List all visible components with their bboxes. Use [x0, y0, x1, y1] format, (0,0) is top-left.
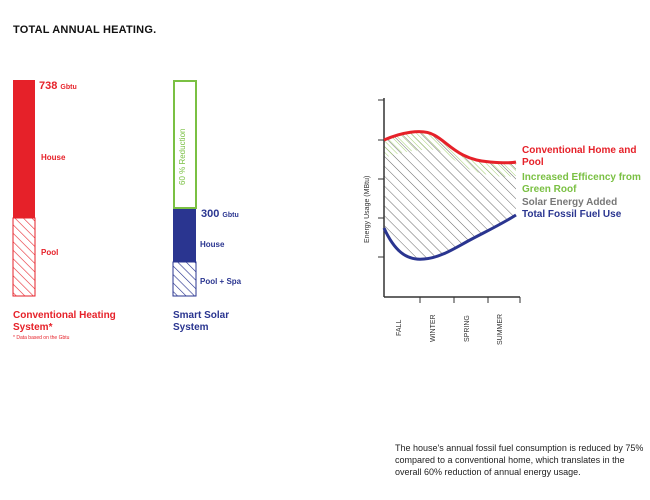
solar-system-name: Smart Solar System	[173, 310, 230, 333]
chart-legend: Conventional Home and Pool Increased Eff…	[522, 145, 647, 221]
solar-house-segment	[173, 209, 196, 262]
green-roof-area	[384, 131, 516, 177]
conv-total-label: 738 Gbtu	[39, 80, 77, 92]
conv-pool-segment	[12, 217, 36, 297]
page-title: TOTAL ANNUAL HEATING.	[13, 24, 157, 36]
solar-total-label: 300 Gbtu	[201, 208, 239, 220]
conv-footnote: * Data based on the Gbtu	[13, 335, 70, 341]
solar-bar	[172, 80, 197, 297]
x-tick-label: SUMMER	[497, 313, 504, 345]
y-axis-label: Energy Usage (MBtu)	[364, 175, 371, 243]
conv-house-segment	[13, 80, 35, 218]
legend-item: Solar Energy Added	[522, 197, 618, 208]
solar-reduction-label: 60 % Reduction	[178, 128, 187, 185]
conv-pool-label: Pool	[41, 248, 59, 257]
conventional-home-line	[383, 130, 517, 165]
x-tick-label: FALL	[396, 319, 403, 336]
solar-pool-segment	[172, 261, 197, 297]
conv-system-name: Conventional Heating System*	[13, 310, 116, 333]
solar-pool-label: Pool + Spa	[200, 277, 242, 286]
x-tick-label: WINTER	[430, 314, 437, 342]
solar-house-label: House	[200, 240, 225, 249]
x-tick-label: SPRING	[464, 315, 471, 342]
conventional-bar	[12, 80, 36, 297]
legend-item: Total Fossil Fuel Use	[522, 209, 622, 220]
summary-text: The house's annual fossil fuel consumpti…	[395, 443, 644, 477]
legend-item: Increased Efficency from Green Roof	[522, 172, 641, 195]
fossil-fuel-line	[382, 213, 517, 261]
legend-item: Conventional Home and Pool	[522, 145, 637, 168]
conv-house-label: House	[41, 153, 66, 162]
energy-line-chart	[378, 98, 521, 303]
solar-reduction-segment	[173, 80, 197, 209]
